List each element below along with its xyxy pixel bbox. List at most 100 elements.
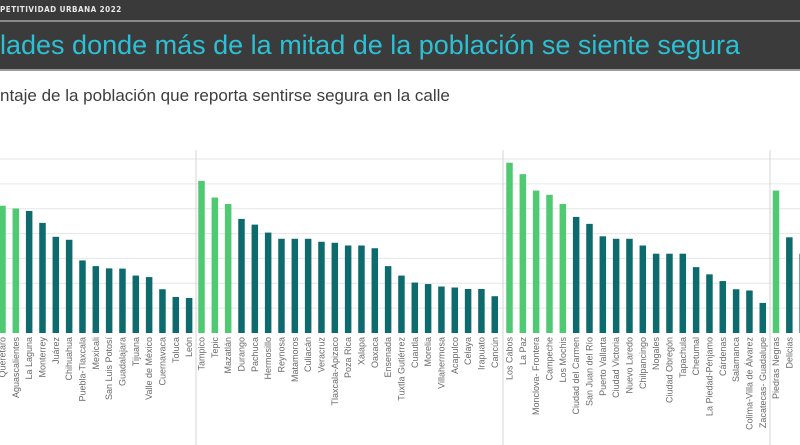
bar xyxy=(398,275,405,333)
category-label: Culiacán xyxy=(303,337,313,372)
bar xyxy=(586,223,593,333)
bar xyxy=(52,236,60,333)
category-label: Cuautla xyxy=(410,337,420,368)
category-label: Chilpancingo xyxy=(638,337,648,389)
bar xyxy=(572,216,580,333)
bar xyxy=(25,210,33,333)
bar xyxy=(786,237,793,333)
bar xyxy=(424,284,432,333)
category-label: Puebla-Tlaxcala xyxy=(77,337,87,402)
category-label: Chihuahua xyxy=(64,337,74,381)
bar xyxy=(12,208,20,333)
bar xyxy=(666,253,673,333)
category-label: Los Mochis xyxy=(558,337,568,383)
bar xyxy=(506,162,513,333)
bar xyxy=(119,268,126,333)
bar xyxy=(759,302,767,333)
bar xyxy=(291,238,299,333)
bar xyxy=(172,296,180,333)
category-label: Chetumal xyxy=(691,337,701,376)
category-label: Durango xyxy=(236,337,246,372)
bar xyxy=(185,297,193,333)
bar xyxy=(304,238,312,333)
category-label: Xalapa xyxy=(356,337,366,365)
category-label: Tlaxcala-Apizaco xyxy=(330,337,340,406)
category-label: San Juan del Río xyxy=(584,337,594,406)
category-label: Campeche xyxy=(544,337,554,381)
bar xyxy=(451,287,459,333)
category-label: Poza Rica xyxy=(343,337,353,378)
bar xyxy=(464,289,472,333)
bar xyxy=(478,289,485,333)
bar xyxy=(519,174,527,333)
category-label: Matamoros xyxy=(290,337,300,383)
category-label: Pachuca xyxy=(250,337,260,372)
category-label: Colima-Villa de Álvarez xyxy=(744,337,754,430)
category-label: Guadalajara xyxy=(117,337,127,386)
bar xyxy=(331,242,339,333)
category-label: Toluca xyxy=(171,337,181,363)
category-label: Tepic xyxy=(210,337,220,359)
category-label: Ensenada xyxy=(383,337,393,378)
category-label: La Laguna xyxy=(24,337,34,380)
category-label: Tapachula xyxy=(678,337,688,378)
bar xyxy=(546,194,553,333)
category-label: Puerto Vallarta xyxy=(598,337,608,396)
category-label: Cancún xyxy=(490,337,500,368)
category-label: San Luis Potosí xyxy=(104,337,114,401)
category-label: Nogales xyxy=(651,337,661,371)
bar xyxy=(384,266,392,333)
bar xyxy=(652,253,660,333)
bar xyxy=(679,253,687,333)
category-label: Piedras Negras xyxy=(771,337,781,400)
category-label: Ciudad del Carmen xyxy=(571,337,581,415)
bar xyxy=(92,266,100,333)
bar xyxy=(491,296,499,333)
category-label: Valle de México xyxy=(144,337,154,400)
report-brand: PETITIVIDAD URBANA 2022 xyxy=(0,5,122,14)
category-label: Irapuato xyxy=(476,337,486,370)
bar xyxy=(264,232,272,333)
bar xyxy=(732,289,740,333)
chart-subtitle: ntaje de la población que reporta sentir… xyxy=(0,86,450,105)
category-label: Monclova- Frontera xyxy=(531,337,541,415)
category-label: León xyxy=(184,337,194,357)
category-label: Monterrey xyxy=(37,337,47,378)
category-label: Acapulco xyxy=(450,337,460,374)
bar xyxy=(411,282,419,333)
category-label: Salamanca xyxy=(731,337,741,382)
slide-title: lades donde más de la mitad de la poblac… xyxy=(0,30,740,60)
bar xyxy=(132,275,140,333)
category-label: Reynosa xyxy=(276,337,286,373)
bar xyxy=(532,190,540,333)
category-label: Veracruz xyxy=(316,337,326,373)
category-label: Ciudad Obregón xyxy=(664,337,674,403)
category-label: Los Cabos xyxy=(505,337,515,381)
category-label: Delicias xyxy=(784,337,794,369)
category-label: Cárdenas xyxy=(718,337,728,377)
bar xyxy=(224,203,232,333)
category-label: Querétaro xyxy=(0,337,8,378)
bar xyxy=(79,260,86,333)
category-label: Morelia xyxy=(423,337,433,367)
category-label: Oaxaca xyxy=(370,337,380,368)
bar xyxy=(706,274,713,333)
category-label: Tuxtla Gutiérrez xyxy=(396,337,406,401)
bar xyxy=(238,218,245,333)
report-header-bar: PETITIVIDAD URBANA 2022 xyxy=(0,0,800,22)
bar xyxy=(159,289,166,333)
bar xyxy=(639,245,647,333)
bar xyxy=(145,277,153,333)
bar xyxy=(0,205,6,333)
bar xyxy=(612,238,620,333)
category-label: Tijuana xyxy=(131,337,141,366)
bar xyxy=(599,236,607,333)
bar xyxy=(559,203,567,333)
category-label: Nuevo Laredo xyxy=(624,337,634,394)
bar xyxy=(626,238,633,333)
category-label: Villahermosa xyxy=(436,337,446,389)
bar xyxy=(105,268,113,333)
category-label: Hermosillo xyxy=(263,337,273,380)
bar xyxy=(39,222,46,333)
